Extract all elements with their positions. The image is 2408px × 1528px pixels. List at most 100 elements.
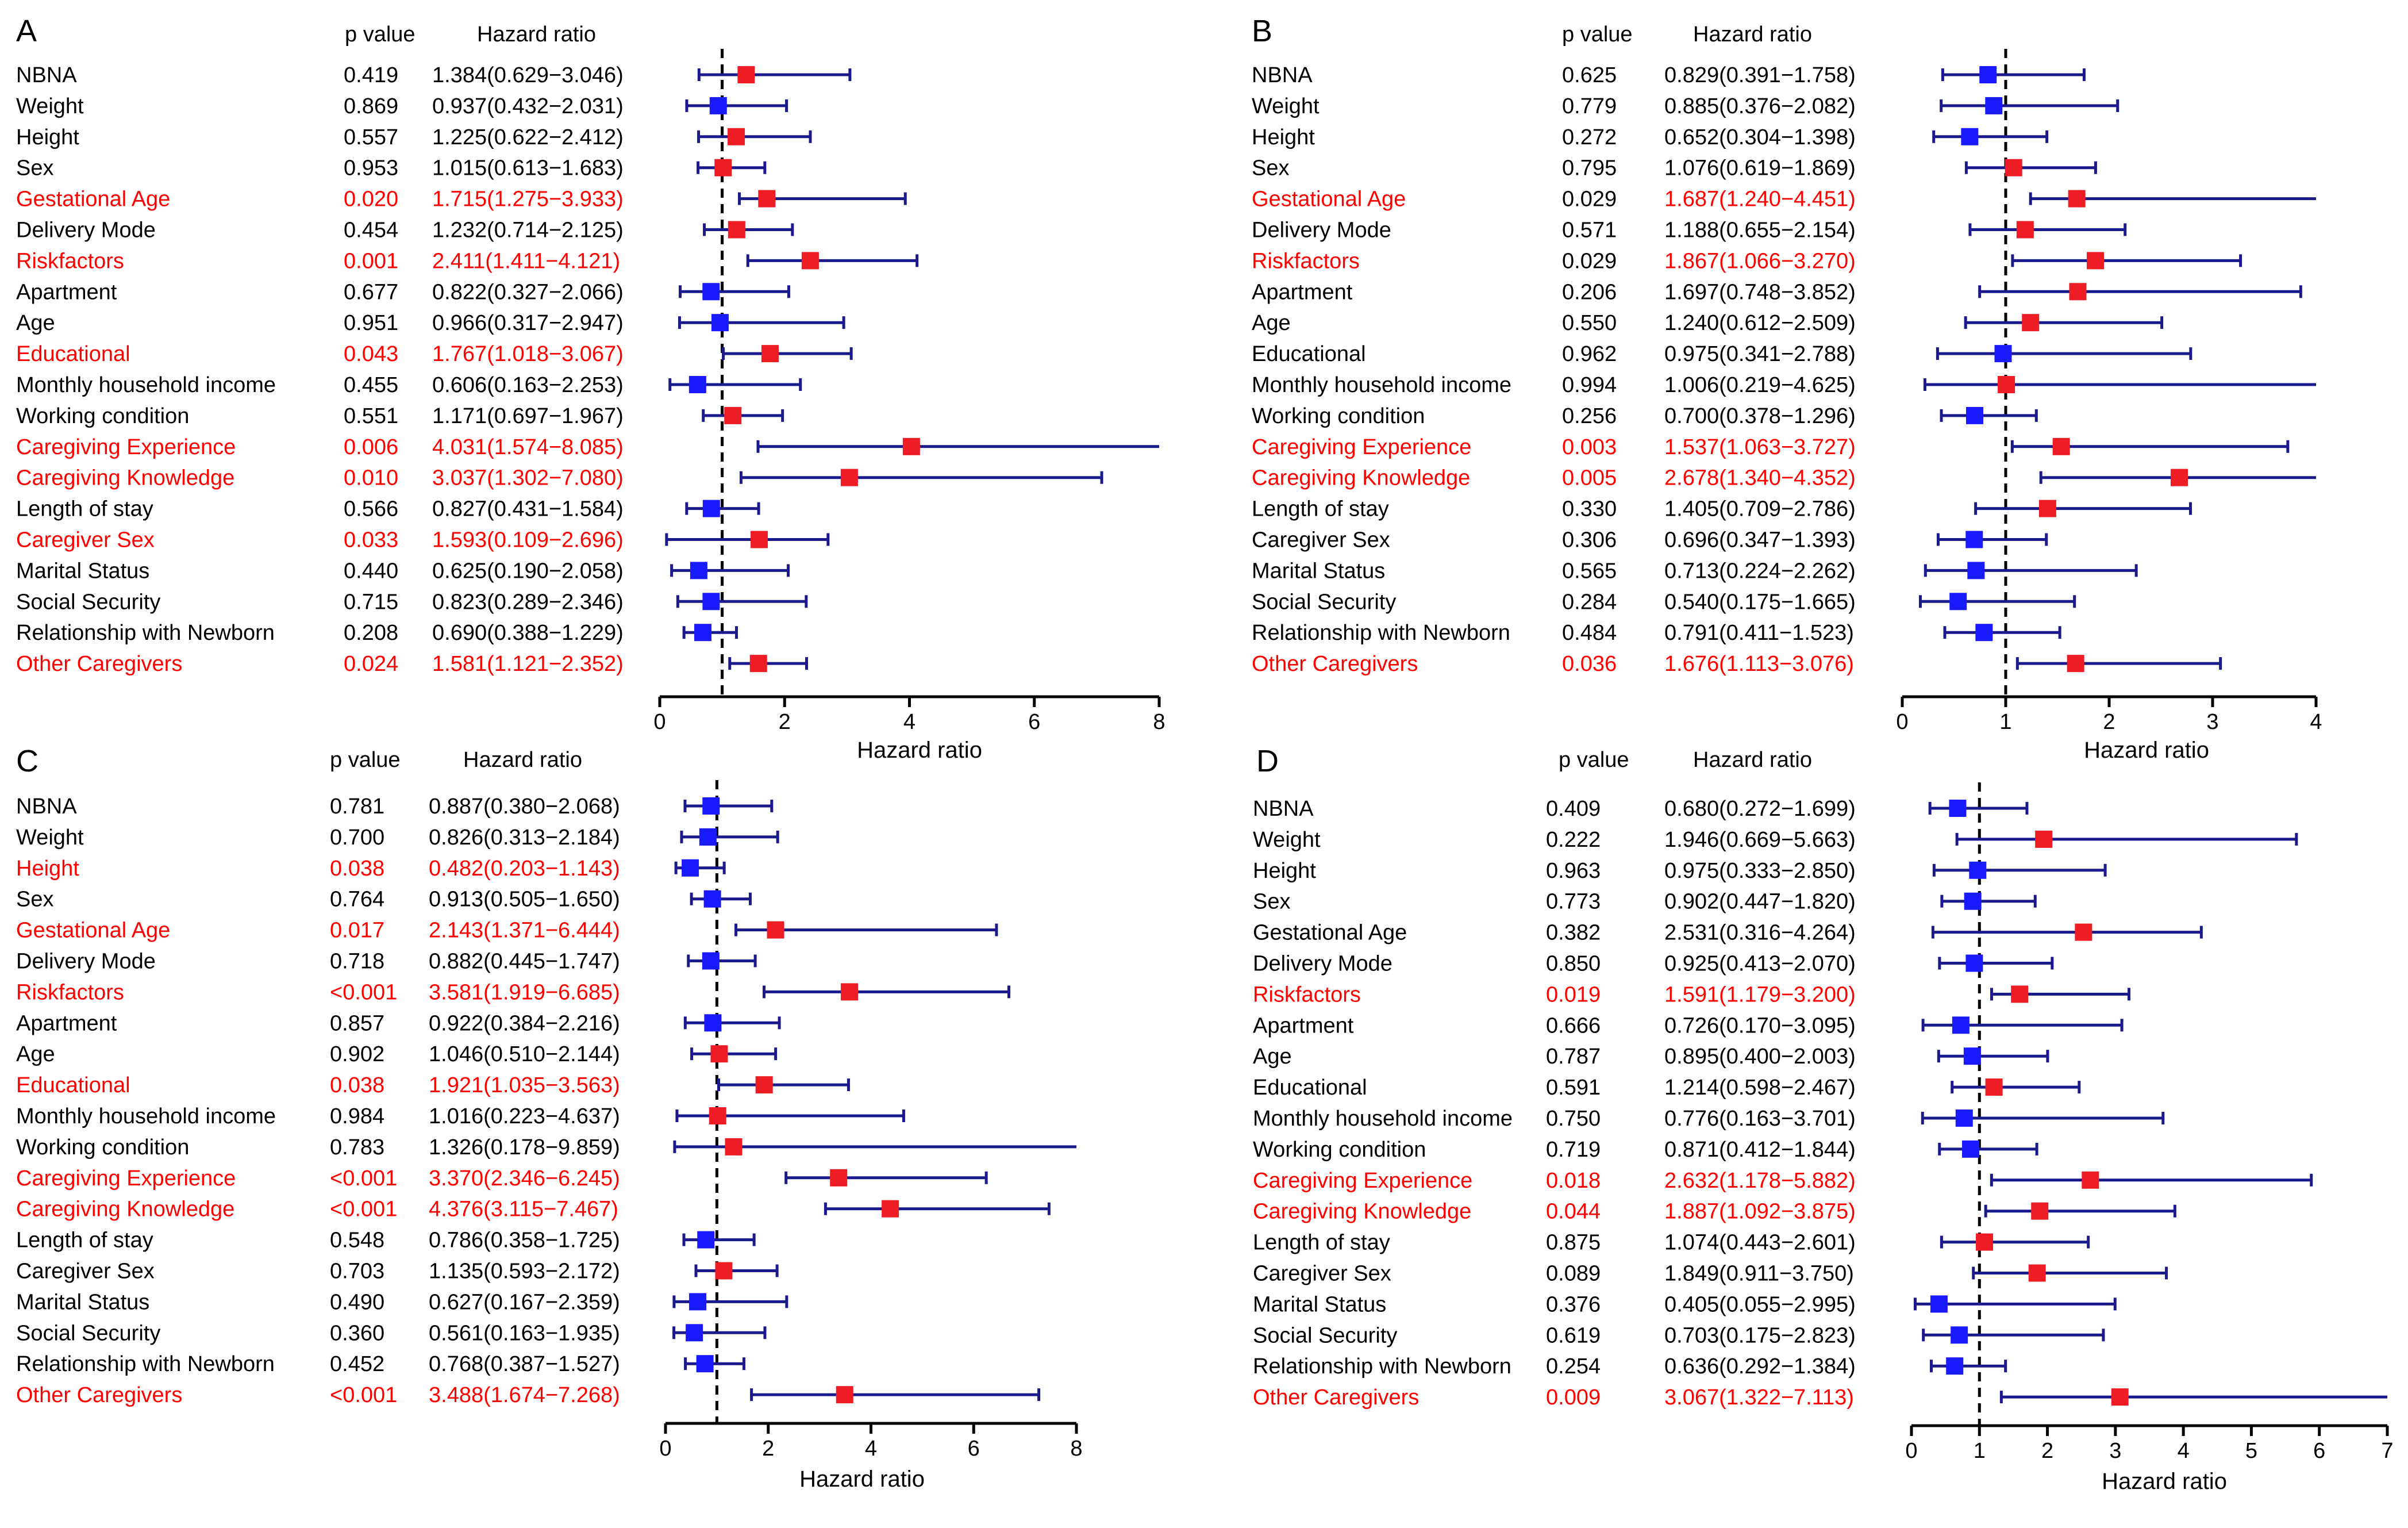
variable-label: Other Caregivers	[16, 652, 182, 676]
variable-label: Length of stay	[16, 497, 153, 521]
variable-label: Caregiver Sex	[16, 528, 155, 552]
p-value: 0.382	[1546, 921, 1601, 945]
variable-label: Caregiving Experience	[1252, 435, 1471, 459]
x-axis-title: Hazard ratio	[2084, 738, 2209, 763]
x-tick-label: 7	[2381, 1439, 2393, 1463]
hazard-ratio-marker	[1965, 954, 1983, 972]
p-value: 0.043	[344, 342, 398, 366]
x-axis-title: Hazard ratio	[857, 738, 982, 763]
hazard-ratio-ci-text: 0.791(0.411−1.523)	[1664, 621, 1854, 645]
panel-label: D	[1256, 744, 1279, 778]
p-value: 0.850	[1546, 952, 1601, 976]
hazard-ratio-marker	[801, 252, 819, 270]
variable-label: Weight	[1252, 94, 1320, 118]
hazard-ratio-marker	[728, 221, 745, 239]
hazard-ratio-ci-text: 4.376(3.115−7.467)	[429, 1197, 618, 1222]
hazard-ratio-marker	[1998, 376, 2015, 393]
variable-label: Caregiving Experience	[16, 435, 236, 459]
p-value: 0.360	[330, 1321, 384, 1345]
hazard-ratio-marker	[2031, 1202, 2049, 1220]
variable-label: Gestational Age	[1253, 921, 1407, 945]
hazard-ratio-ci-text: 2.411(1.411−4.121)	[432, 249, 620, 273]
p-value: 0.875	[1546, 1231, 1601, 1255]
hazard-ratio-ci-text: 1.188(0.655−2.154)	[1664, 218, 1856, 243]
variable-label: Caregiving Experience	[1253, 1169, 1472, 1193]
variable-label: Monthly household income	[16, 1104, 276, 1128]
p-value-header: p value	[330, 748, 401, 772]
hazard-ratio-marker	[702, 593, 720, 611]
hazard-ratio-ci-text: 1.715(1.275−3.933)	[432, 187, 624, 212]
x-tick-label: 2	[2041, 1439, 2053, 1463]
variable-label: Age	[16, 1042, 55, 1066]
x-tick-label: 8	[1070, 1437, 1082, 1461]
variable-label: Sex	[1252, 156, 1289, 181]
hazard-ratio-marker	[2052, 437, 2070, 455]
hazard-ratio-marker	[2171, 469, 2188, 486]
p-value: 0.994	[1562, 373, 1617, 397]
hazard-ratio-marker	[882, 1200, 899, 1218]
variable-label: Gestational Age	[16, 919, 170, 943]
p-value: 0.006	[344, 435, 398, 459]
variable-label: Educational	[1253, 1076, 1367, 1100]
variable-label: Height	[1252, 125, 1315, 149]
p-value: 0.254	[1546, 1354, 1601, 1379]
hazard-ratio-marker	[2028, 1264, 2046, 1282]
panel-label: C	[16, 744, 39, 778]
variable-label: Relationship with Newborn	[1252, 621, 1510, 645]
x-tick-label: 0	[1905, 1439, 1917, 1463]
hazard-ratio-marker	[1967, 562, 1985, 579]
hazard-ratio-ci-text: 1.946(0.669−5.663)	[1664, 828, 1856, 852]
p-value: 0.001	[344, 249, 398, 273]
variable-label: Monthly household income	[1253, 1107, 1513, 1131]
p-value: 0.206	[1562, 280, 1617, 304]
hazard-ratio-ci-text: 3.067(1.322−7.113)	[1664, 1385, 1854, 1410]
p-value: 0.454	[344, 218, 398, 243]
hazard-ratio-ci-text: 2.632(1.178−5.882)	[1664, 1169, 1856, 1193]
hazard-ratio-ci-text: 0.700(0.378−1.296)	[1664, 404, 1856, 428]
p-value: 0.284	[1562, 590, 1617, 614]
variable-label: NBNA	[1253, 797, 1314, 821]
hazard-ratio-header: Hazard ratio	[1693, 22, 1812, 47]
p-value: 0.017	[330, 919, 384, 943]
p-value: 0.557	[344, 125, 398, 149]
hazard-ratio-marker	[2005, 159, 2022, 176]
x-tick-label: 4	[2178, 1439, 2190, 1463]
hazard-ratio-header: Hazard ratio	[477, 22, 596, 47]
hazard-ratio-marker	[1966, 406, 1983, 424]
p-value: 0.764	[330, 888, 384, 912]
hazard-ratio-ci-text: 1.015(0.613−1.683)	[432, 156, 624, 181]
hazard-ratio-ci-text: 1.225(0.622−2.412)	[432, 125, 624, 149]
p-value: 0.038	[330, 1073, 384, 1097]
variable-label: Apartment	[1252, 280, 1353, 304]
variable-label: NBNA	[16, 63, 77, 87]
variable-label: Riskfactors	[16, 980, 124, 1004]
hazard-ratio-ci-text: 0.703(0.175−2.823)	[1664, 1323, 1856, 1347]
p-value: 0.750	[1546, 1107, 1601, 1131]
p-value: 0.677	[344, 280, 398, 304]
p-value: 0.029	[1562, 249, 1617, 273]
x-tick-label: 0	[1896, 710, 1908, 734]
p-value: 0.306	[1562, 528, 1617, 552]
p-value: 0.009	[1546, 1385, 1601, 1410]
variable-label: Marital Status	[16, 559, 149, 583]
variable-label: Age	[1253, 1045, 1292, 1069]
hazard-ratio-ci-text: 0.540(0.175−1.665)	[1664, 590, 1856, 614]
variable-label: Working condition	[16, 1135, 189, 1160]
hazard-ratio-ci-text: 1.135(0.593−2.172)	[429, 1260, 620, 1284]
variable-label: Weight	[16, 94, 84, 118]
p-value: 0.044	[1546, 1200, 1601, 1224]
p-value: 0.036	[1562, 652, 1617, 676]
hazard-ratio-ci-text: 0.925(0.413−2.070)	[1664, 952, 1856, 976]
hazard-ratio-marker	[902, 437, 920, 455]
hazard-ratio-ci-text: 0.895(0.400−2.003)	[1664, 1045, 1856, 1069]
p-value: 0.703	[330, 1260, 384, 1284]
p-value: 0.010	[344, 466, 398, 490]
hazard-ratio-marker	[1985, 1078, 2003, 1096]
p-value: 0.951	[344, 311, 398, 335]
p-value: 0.376	[1546, 1292, 1601, 1316]
variable-label: Relationship with Newborn	[16, 621, 275, 645]
hazard-ratio-marker	[699, 828, 717, 846]
p-value: 0.566	[344, 497, 398, 521]
variable-label: Educational	[16, 1073, 130, 1097]
